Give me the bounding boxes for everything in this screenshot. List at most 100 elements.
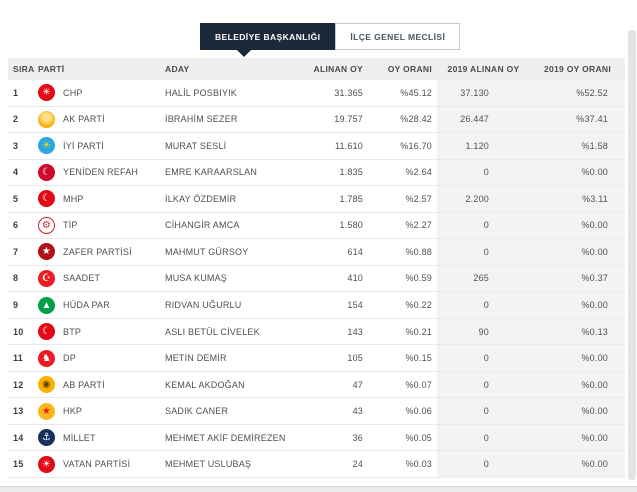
party-cell: ☾ YENİDEN REFAH — [38, 160, 165, 186]
party-name: HKP — [63, 406, 83, 417]
votes-received-2019: 0 — [437, 159, 530, 186]
rank-number: 2 — [13, 114, 19, 125]
votes-received: 410 — [347, 273, 363, 284]
vote-percentage-2019: %0.00 — [530, 398, 625, 424]
votes-received-2019: 265 — [437, 265, 530, 292]
votes-received: 154 — [347, 300, 363, 311]
table-row: 14 ⚓ MİLLET MEHMET AKİF DEMİREZEN 36 %0.… — [8, 423, 625, 451]
votes-received: 1.580 — [339, 220, 363, 231]
table-row: 6 ⚙ TİP CİHANGİR AMCA 1.580 %2.27 0 %0.0… — [8, 211, 625, 239]
party-cell: ★ ZAFER PARTİSİ — [38, 239, 165, 265]
party-name: İYİ PARTİ — [63, 140, 104, 151]
rank-number: 4 — [13, 167, 19, 178]
table-row: 2 AK PARTİ İBRAHİM SEZER 19.757 %28.42 2… — [8, 105, 625, 133]
rank-number: 11 — [13, 353, 23, 364]
candidate-name: EMRE KARAARSLAN — [165, 167, 258, 178]
party-name: AB PARTİ — [63, 379, 105, 390]
scrollbar-track[interactable] — [628, 30, 636, 480]
vote-percentage-2019: %0.00 — [530, 345, 625, 371]
party-cell: ◉ AB PARTİ — [38, 372, 165, 398]
vote-percentage: %28.42 — [400, 114, 432, 125]
party-logo-icon: ☾ — [38, 323, 55, 341]
vote-percentage-2019: %37.41 — [530, 106, 625, 133]
table-body: 1 ✳ CHP HALİL POSBIYIK 31.365 %45.12 37.… — [8, 80, 625, 478]
party-logo-icon: ◉ — [38, 376, 55, 394]
table-row: 4 ☾ YENİDEN REFAH EMRE KARAARSLAN 1.835 … — [8, 158, 625, 186]
party-name: MHP — [63, 193, 84, 204]
results-table: SIRA PARTİ ADAY ALINAN OY OY ORANI 2019 … — [8, 58, 625, 478]
column-header-sira: SIRA — [13, 64, 35, 74]
vote-percentage: %2.57 — [405, 193, 432, 204]
votes-received: 105 — [347, 353, 363, 364]
votes-received: 47 — [352, 379, 363, 390]
party-logo-icon: ☀ — [38, 455, 55, 473]
vote-percentage-2019: %52.52 — [530, 80, 625, 106]
rank-number: 14 — [13, 432, 24, 443]
votes-received-2019: 26.447 — [437, 106, 530, 133]
rank-number: 13 — [13, 406, 24, 417]
party-cell: ☀ VATAN PARTİSİ — [38, 451, 165, 477]
vote-percentage-2019: %1.58 — [530, 133, 625, 159]
vote-percentage-2019: %0.00 — [530, 424, 625, 451]
votes-received: 614 — [347, 246, 363, 257]
party-logo-icon: ⚓ — [38, 429, 55, 447]
column-header-parti: PARTİ — [38, 64, 65, 74]
vote-percentage: %0.21 — [405, 326, 432, 337]
votes-received-2019: 1.120 — [437, 133, 530, 159]
votes-received-2019: 0 — [437, 424, 530, 451]
tab-bar: BELEDİYE BAŞKANLIĞI İLÇE GENEL MECLİSİ — [200, 23, 461, 50]
vote-percentage-2019: %3.11 — [530, 186, 625, 212]
party-logo-icon: ☾ — [38, 163, 55, 181]
votes-received-2019: 37.130 — [437, 80, 530, 106]
votes-received: 1.785 — [339, 193, 363, 204]
votes-received-2019: 0 — [437, 292, 530, 318]
candidate-name: MEHMET AKİF DEMİREZEN — [165, 432, 286, 443]
table-row: 12 ◉ AB PARTİ KEMAL AKDOĞAN 47 %0.07 0 %… — [8, 370, 625, 398]
table-row: 11 ♞ DP METİN DEMİR 105 %0.15 0 %0.00 — [8, 344, 625, 371]
party-cell: ★ HKP — [38, 398, 165, 424]
vote-percentage: %0.22 — [405, 300, 432, 311]
vote-percentage: %0.59 — [405, 273, 432, 284]
party-name: BTP — [63, 326, 82, 337]
vote-percentage: %0.05 — [405, 432, 432, 443]
candidate-name: KEMAL AKDOĞAN — [165, 379, 245, 390]
votes-received-2019: 0 — [437, 398, 530, 424]
rank-number: 5 — [13, 193, 19, 204]
votes-received: 43 — [352, 406, 363, 417]
candidate-name: MUSA KUMAŞ — [165, 273, 228, 284]
candidate-name: RIDVAN UĞURLU — [165, 300, 242, 311]
party-name: HÜDA PAR — [63, 300, 110, 311]
party-name: CHP — [63, 87, 83, 98]
rank-number: 3 — [13, 140, 19, 151]
tab-ilce-genel-meclisi[interactable]: İLÇE GENEL MECLİSİ — [335, 23, 461, 50]
column-header-alinan-oy: ALINAN OY — [313, 64, 363, 74]
party-cell: ✳ CHP — [38, 80, 165, 106]
votes-received: 31.365 — [334, 87, 363, 98]
table-row: 15 ☀ VATAN PARTİSİ MEHMET USLUBAŞ 24 %0.… — [8, 450, 625, 477]
party-cell: ☪ SAADET — [38, 266, 165, 292]
rank-number: 10 — [13, 326, 24, 337]
party-name: SAADET — [63, 273, 101, 284]
column-header-2019-alinan-oy: 2019 ALINAN OY — [447, 64, 520, 74]
votes-received: 19.757 — [334, 114, 363, 125]
vote-percentage: %0.15 — [405, 353, 432, 364]
votes-received-2019: 0 — [437, 371, 530, 398]
table-row: 1 ✳ CHP HALİL POSBIYIK 31.365 %45.12 37.… — [8, 80, 625, 106]
vote-percentage-2019: %0.00 — [530, 451, 625, 477]
vote-percentage: %0.07 — [405, 379, 432, 390]
candidate-name: MAHMUT GÜRSOY — [165, 246, 249, 257]
party-name: VATAN PARTİSİ — [63, 459, 131, 470]
table-row: 3 ☀ İYİ PARTİ MURAT SESLİ 11.610 %16.70 … — [8, 132, 625, 159]
votes-received: 143 — [347, 326, 363, 337]
party-logo-icon: ✳ — [38, 84, 55, 102]
rank-number: 9 — [13, 300, 19, 311]
tab-belediye-baskanligi[interactable]: BELEDİYE BAŞKANLIĞI — [200, 23, 336, 50]
votes-received-2019: 90 — [437, 318, 530, 345]
rank-number: 12 — [13, 379, 24, 390]
party-name: TİP — [63, 220, 78, 231]
vote-percentage-2019: %0.00 — [530, 371, 625, 398]
rank-number: 7 — [13, 246, 19, 257]
votes-received: 1.835 — [339, 167, 363, 178]
votes-received: 36 — [352, 432, 363, 443]
column-header-2019-oy-orani: 2019 OY ORANI — [543, 64, 612, 74]
